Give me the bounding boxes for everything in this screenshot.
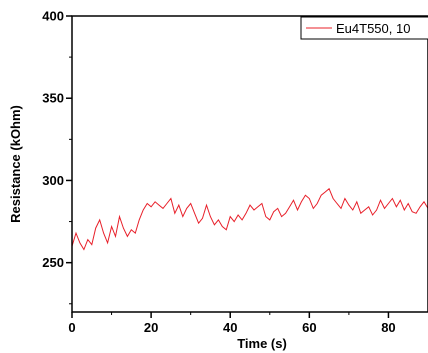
x-tick-label: 20 <box>144 320 158 335</box>
y-tick-label: 350 <box>42 91 64 106</box>
y-tick-label: 250 <box>42 255 64 270</box>
axis-ticks: 0 20 40 60 80 250 300 350 400 <box>42 9 395 336</box>
y-tick-label: 300 <box>42 173 64 188</box>
legend-label: Eu4T550, 10 <box>336 21 410 36</box>
series-line <box>71 187 428 251</box>
x-tick-label: 40 <box>223 320 237 335</box>
x-tick-label: 80 <box>381 320 395 335</box>
legend-box <box>300 16 428 40</box>
y-tick-label: 400 <box>42 9 64 24</box>
plot-frame <box>71 15 428 313</box>
x-tick-label: 0 <box>68 320 75 335</box>
legend: Eu4T550, 10 <box>300 16 428 40</box>
x-tick-label: 60 <box>302 320 316 335</box>
x-axis-title: Time (s) <box>237 336 287 351</box>
y-axis-title: Resistance (kOhm) <box>8 105 23 223</box>
